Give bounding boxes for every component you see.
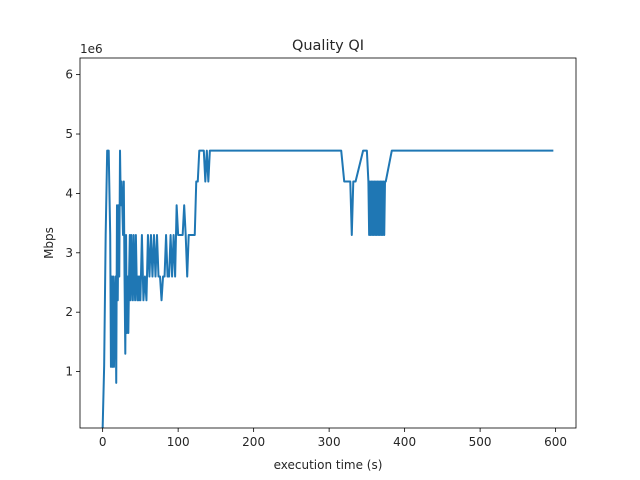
y-tick-label: 4 xyxy=(65,186,73,200)
x-tick-label: 400 xyxy=(393,435,416,449)
y-tick-label: 6 xyxy=(65,68,73,82)
y-tick-label: 5 xyxy=(65,127,73,141)
x-tick-label: 300 xyxy=(318,435,341,449)
y-tick-label: 1 xyxy=(65,365,73,379)
y-axis-label: Mbps xyxy=(42,227,56,259)
y-axis-offset-label: 1e6 xyxy=(80,42,103,56)
axes-frame xyxy=(79,57,577,429)
x-tick-label: 500 xyxy=(469,435,492,449)
x-axis-label: execution time (s) xyxy=(274,458,383,472)
x-tick-label: 600 xyxy=(544,435,567,449)
y-axis-ticks: 1 2 3 4 5 6 xyxy=(65,68,80,379)
plot-area xyxy=(101,149,554,429)
x-axis-ticks: 0 100 200 300 400 500 600 xyxy=(99,428,567,449)
x-tick-label: 200 xyxy=(242,435,265,449)
chart-title: Quality QI xyxy=(292,38,364,54)
y-tick-label: 2 xyxy=(65,305,73,319)
y-tick-label: 3 xyxy=(65,246,73,260)
series-line xyxy=(101,149,554,429)
x-tick-label: 0 xyxy=(99,435,107,449)
x-tick-label: 100 xyxy=(167,435,190,449)
